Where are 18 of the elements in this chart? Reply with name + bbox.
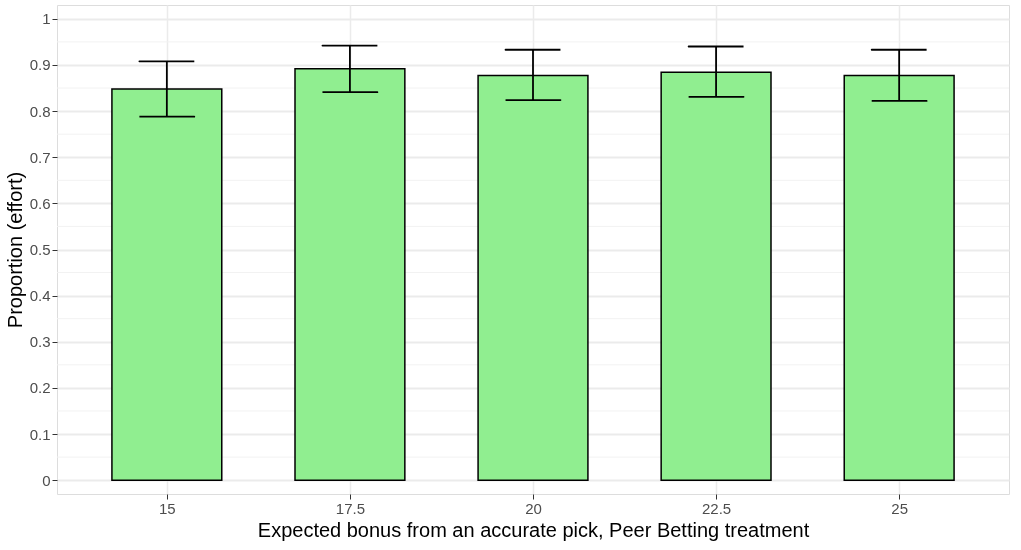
y-tick-label: 0.8	[29, 102, 51, 120]
y-tick-label: 0.1	[29, 425, 51, 443]
y-tick-label: 0.7	[29, 148, 51, 166]
y-tick-label: 0.3	[29, 333, 51, 351]
x-tick-label: 22.5	[701, 499, 732, 517]
y-tick-label: 0.4	[29, 287, 51, 305]
y-tick-label: 0.5	[29, 241, 51, 258]
x-tick-label: 25	[891, 499, 908, 517]
y-tick-label: 0	[42, 471, 51, 489]
x-tick-label: 15	[159, 499, 176, 517]
y-tick-label: 0.2	[29, 379, 51, 397]
y-tick-label: 0.9	[29, 56, 51, 74]
x-tick-label: 17.5	[335, 499, 366, 517]
y-tick-label: 0.6	[29, 194, 51, 212]
y-tick-label: 1	[42, 10, 51, 28]
x-axis-title: Expected bonus from an accurate pick, Peer Betting treatment	[257, 518, 810, 541]
y-axis-title: Proportion (effort)	[3, 171, 26, 329]
x-tick-label: 20	[525, 499, 542, 517]
